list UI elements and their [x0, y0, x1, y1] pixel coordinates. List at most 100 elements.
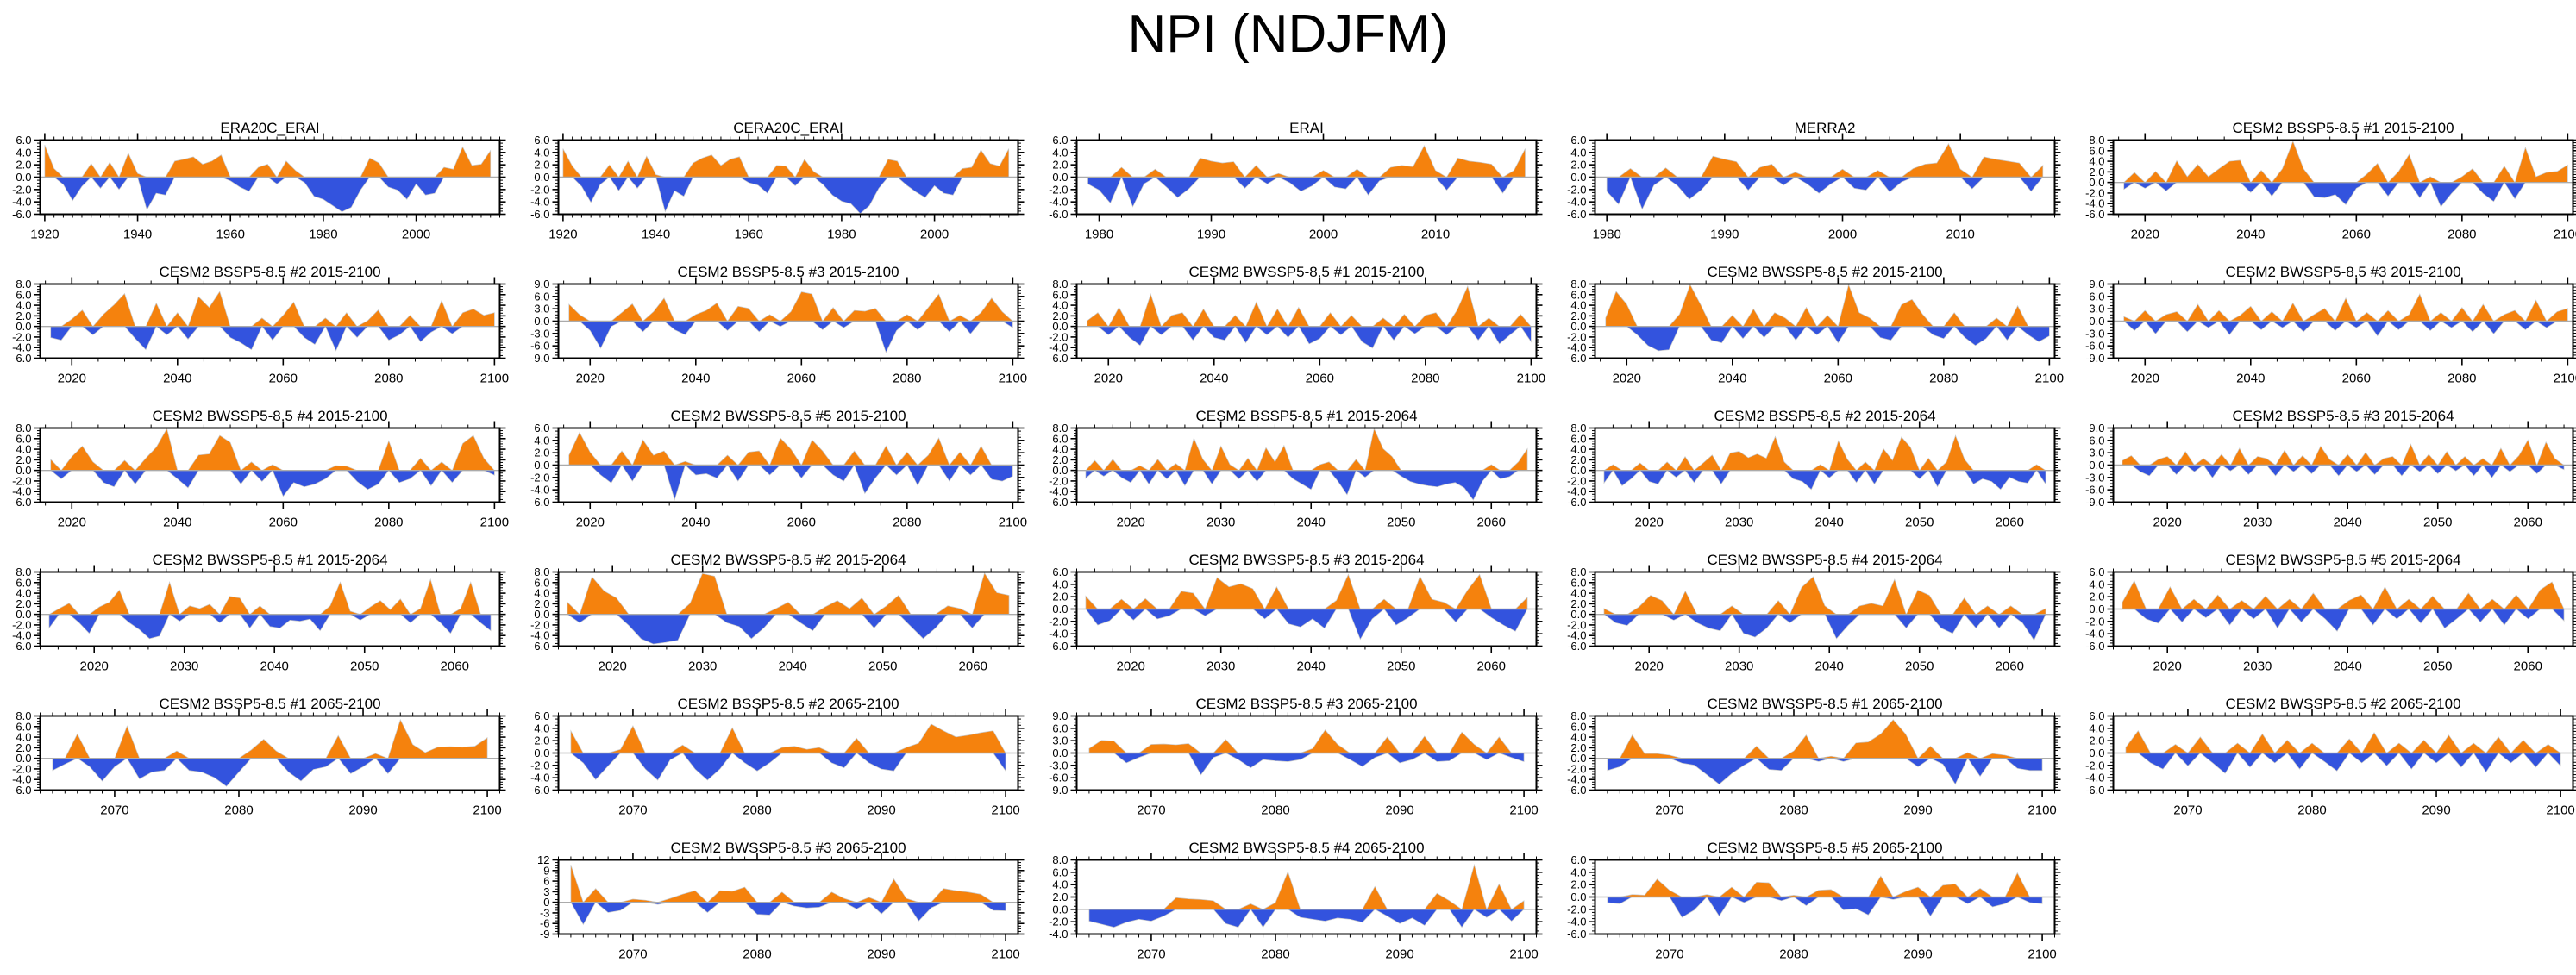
y-tick-label: -2.0	[2085, 759, 2104, 772]
panel-title: ERA20C_ERAI	[220, 120, 319, 136]
y-tick-label: 8.0	[1570, 422, 1586, 434]
x-tick-label: 2090	[1385, 947, 1413, 962]
y-tick-label: -6.0	[530, 496, 549, 509]
positive-area	[1604, 577, 2046, 615]
y-tick-label: 8.0	[16, 566, 31, 578]
x-tick-label: 2060	[1996, 516, 2024, 530]
x-tick-label: 2100	[1509, 803, 1538, 818]
positive-area	[2124, 141, 2568, 183]
x-tick-label: 2080	[1411, 372, 1439, 386]
y-tick-label: 4.0	[1052, 578, 1068, 591]
positive-area	[1607, 144, 2043, 178]
y-tick-label: 6.0	[2089, 434, 2104, 447]
y-tick-label: -4.0	[1049, 628, 1068, 641]
panel-title: CESM2 BWSSP5-8.5 #2 2015-2100	[1707, 264, 1942, 280]
x-tick-label: 2100	[999, 372, 1027, 386]
panel-cesm2-bwssp5-8-5-1-2015-2100: CESM2 BWSSP5-8.5 #1 2015-2100-6.0-4.0-2.…	[1044, 256, 1563, 399]
axis-ticks	[34, 422, 506, 509]
panel-cesm2-bssp5-8-5-2-2065-2100: CESM2 BSSP5-8.5 #2 2065-2100-6.0-4.0-2.0…	[526, 688, 1044, 831]
y-tick-label: 2.0	[1052, 159, 1068, 172]
x-tick-label: 2090	[1385, 803, 1413, 818]
x-tick-label: 2030	[1725, 516, 1753, 530]
y-tick-label: -2.0	[1567, 183, 1586, 196]
positive-area	[51, 428, 495, 471]
y-tick-label: -4.0	[12, 196, 31, 209]
x-tick-label: 2020	[1613, 372, 1641, 386]
y-tick-label: 8.0	[1570, 566, 1586, 578]
y-tick-label: -6.0	[1567, 208, 1586, 221]
x-tick-label: 2040	[681, 516, 710, 530]
x-tick-label: 1980	[1085, 228, 1113, 242]
y-tick-label: -9.0	[530, 352, 549, 365]
y-tick-label: -4.0	[1049, 928, 1068, 941]
x-tick-label: 2100	[2546, 803, 2574, 818]
y-tick-label: 2.0	[1570, 159, 1586, 172]
negative-area	[569, 466, 1013, 500]
negative-area	[2122, 466, 2564, 478]
x-tick-label: 2040	[1815, 659, 1844, 674]
y-tick-label: 9.0	[2089, 422, 2104, 434]
panel-cesm2-bssp5-8-5-1-2065-2100: CESM2 BSSP5-8.5 #1 2065-2100-6.0-4.0-2.0…	[8, 688, 526, 831]
positive-area	[2124, 294, 2568, 322]
positive-area	[2126, 731, 2560, 753]
y-tick-label: 8.0	[2089, 134, 2104, 147]
panel-title: CESM2 BSSP5-8.5 #3 2015-2100	[677, 264, 899, 280]
y-tick-label: 0.0	[2089, 315, 2104, 328]
positive-area	[1604, 435, 2046, 471]
y-tick-label: 8.0	[534, 566, 549, 578]
positive-area	[2122, 440, 2564, 465]
panel-cesm2-bssp5-8-5-2-2015-2100: CESM2 BSSP5-8.5 #2 2015-2100-6.0-4.0-2.0…	[8, 256, 526, 399]
positive-area	[1086, 428, 1527, 471]
y-tick-label: 3.0	[534, 303, 549, 316]
negative-area	[2126, 753, 2560, 774]
panel-title: CESM2 BWSSP5-8.5 #3 2065-2100	[670, 840, 906, 856]
y-tick-label: -3.0	[2085, 327, 2104, 340]
x-tick-label: 2070	[2173, 803, 2202, 818]
y-tick-label: 9.0	[2089, 278, 2104, 291]
x-tick-label: 2100	[991, 803, 1019, 818]
x-tick-label: 2100	[2554, 372, 2576, 386]
panel-title: CESM2 BWSSP5-8.5 #3 2015-2064	[1188, 552, 1424, 568]
y-tick-label: -6.0	[1049, 208, 1068, 221]
negative-area	[1606, 327, 2050, 351]
y-tick-label: -2.0	[1567, 903, 1586, 916]
y-tick-label: -6.0	[1049, 772, 1068, 784]
x-tick-label: 1990	[1197, 228, 1225, 242]
panel-cesm2-bssp5-8-5-2-2015-2064: CESM2 BSSP5-8.5 #2 2015-2064-6.0-4.0-2.0…	[1563, 400, 2081, 543]
y-tick-label: -6.0	[1049, 640, 1068, 653]
negative-area	[569, 322, 1013, 353]
x-tick-label: 1980	[827, 228, 856, 242]
y-tick-label: 0.0	[1052, 171, 1068, 184]
y-tick-label: 4.0	[1570, 146, 1586, 159]
y-tick-label: 2.0	[534, 734, 549, 747]
panel-cesm2-bwssp5-8-5-2-2065-2100: CESM2 BWSSP5-8.5 #2 2065-2100-6.0-4.0-2.…	[2081, 688, 2576, 831]
negative-area	[1608, 897, 2042, 918]
x-tick-label: 2050	[868, 659, 897, 674]
x-tick-label: 2070	[1137, 803, 1165, 818]
positive-area	[1089, 865, 1524, 909]
y-tick-label: -6.0	[2085, 784, 2104, 797]
x-tick-label: 2060	[2342, 372, 2371, 386]
y-tick-label: 6.0	[1570, 853, 1586, 866]
y-tick-label: -4.0	[1567, 196, 1586, 209]
y-tick-label: 2.0	[1052, 591, 1068, 603]
x-tick-label: 2080	[1779, 803, 1808, 818]
negative-area	[53, 759, 487, 787]
x-tick-label: 2080	[2297, 803, 2326, 818]
panel-title: CESM2 BWSSP5-8.5 #4 2015-2100	[152, 408, 387, 424]
plot-frame	[1595, 716, 2055, 791]
x-tick-label: 2070	[100, 803, 128, 818]
x-tick-label: 2040	[1200, 372, 1228, 386]
y-tick-label: -4.0	[2085, 628, 2104, 641]
y-tick-label: 8.0	[1570, 278, 1586, 291]
y-tick-label: 6.0	[1052, 722, 1068, 734]
positive-area	[1088, 146, 1526, 178]
panel-cesm2-bwssp5-8-5-2-2015-2064: CESM2 BWSSP5-8.5 #2 2015-2064-6.0-4.0-2.…	[526, 544, 1044, 687]
x-tick-label: 2020	[80, 659, 109, 674]
negative-area	[51, 471, 495, 497]
panel-title: CESM2 BWSSP5-8.5 #5 2015-2100	[670, 408, 906, 424]
x-tick-label: 2060	[2514, 659, 2542, 674]
positive-area	[571, 865, 1006, 902]
x-tick-label: 2100	[2554, 228, 2576, 242]
